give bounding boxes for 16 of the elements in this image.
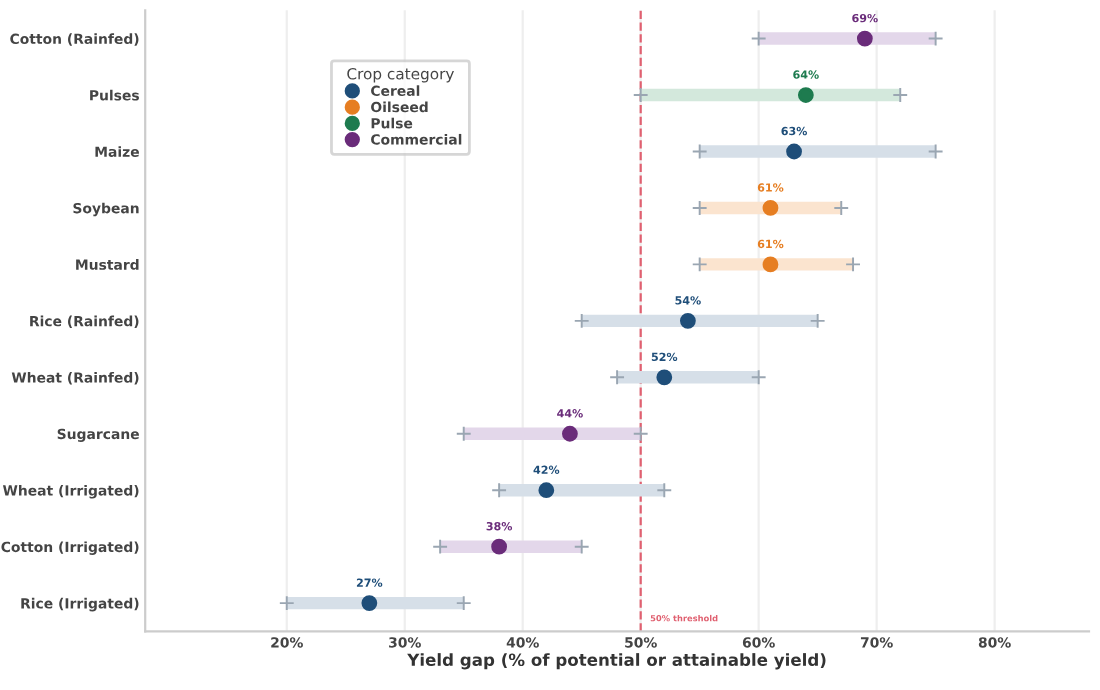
bar <box>640 88 901 102</box>
point <box>786 143 802 160</box>
bar <box>758 32 936 45</box>
point <box>762 256 779 273</box>
point <box>679 312 696 329</box>
point <box>562 425 578 442</box>
point <box>491 538 508 555</box>
bar <box>699 145 936 158</box>
point <box>361 595 378 612</box>
bar <box>699 258 854 271</box>
point <box>538 482 555 499</box>
x-axis-title: Yield gap (% of potential or attainable yield) <box>407 653 826 670</box>
point <box>856 30 873 47</box>
point <box>656 369 673 386</box>
point <box>762 200 779 216</box>
point <box>797 87 814 103</box>
